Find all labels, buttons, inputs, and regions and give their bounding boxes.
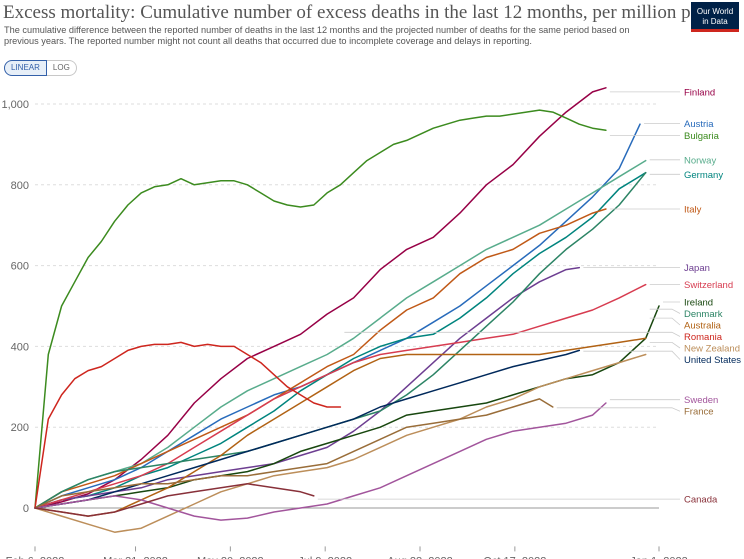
legend-connector (556, 407, 681, 412)
x-tick-label: Jan 1, 2023 (630, 555, 688, 559)
series-line-norway (34, 159, 647, 509)
chart-subtitle: The cumulative difference between the re… (4, 25, 630, 46)
series-line-austria (34, 123, 641, 509)
series-line-canada (34, 483, 315, 517)
legend-label-new-zealand: New Zealand (684, 344, 740, 355)
y-tick-label: 600 (11, 261, 29, 273)
legend-connector (344, 331, 681, 337)
y-tick-label: 0 (23, 503, 29, 515)
series-line-australia (34, 337, 647, 517)
legend-connector (649, 317, 681, 326)
series-line-japan (34, 266, 581, 509)
legend-label-bulgaria: Bulgaria (684, 131, 720, 142)
linear-scale-button[interactable]: LINEAR (4, 60, 47, 76)
legend-label-denmark: Denmark (684, 309, 723, 320)
x-tick-label: Aug 28, 2022 (387, 555, 452, 559)
legend-label-ireland: Ireland (684, 298, 713, 309)
y-tick-label: 1,000 (1, 99, 29, 111)
legend-label-romania: Romania (684, 332, 723, 343)
series-line-united-states (34, 349, 581, 509)
y-tick-label: 200 (11, 422, 29, 434)
scale-toggle: LINEAR LOG (4, 60, 77, 76)
log-scale-button[interactable]: LOG (46, 60, 77, 76)
series-line-romania (34, 341, 342, 509)
logo-line-1: Our World (696, 7, 734, 16)
legend-connector (583, 350, 681, 360)
series-line-sweden (34, 402, 607, 521)
legend-label-australia: Australia (684, 321, 722, 332)
legend-label-finland: Finland (684, 87, 715, 98)
legend-label-germany: Germany (684, 170, 723, 181)
x-tick-label: May 20, 2022 (197, 555, 264, 559)
owid-logo[interactable]: Our World in Data (691, 2, 739, 32)
series-line-new-zealand (34, 353, 647, 533)
legend-label-switzerland: Switzerland (684, 280, 733, 291)
x-tick-label: Mar 31, 2022 (103, 555, 168, 559)
legend-label-norway: Norway (684, 155, 716, 166)
legend-label-sweden: Sweden (684, 395, 718, 406)
y-tick-label: 800 (11, 180, 29, 192)
series-line-italy (34, 208, 607, 509)
x-tick-label: Jul 9, 2022 (298, 555, 352, 559)
legend-label-canada: Canada (684, 495, 718, 506)
chart-title: Excess mortality: Cumulative number of e… (3, 2, 732, 23)
y-tick-label: 400 (11, 341, 29, 353)
x-tick-label: Oct 17, 2022 (483, 555, 546, 559)
series-line-france (34, 398, 554, 509)
series-line-switzerland (34, 283, 647, 509)
series-line-ireland (34, 305, 660, 509)
x-tick-label: Feb 6, 2022 (6, 555, 65, 559)
logo-line-2: in Data (702, 17, 728, 26)
legend-label-france: France (684, 407, 714, 418)
legend-label-united-states: United States (684, 355, 741, 366)
legend-connector (649, 308, 681, 314)
legend-connector (649, 341, 681, 349)
legend-label-italy: Italy (684, 205, 702, 216)
legend-label-japan: Japan (684, 263, 710, 274)
series-line-bulgaria (34, 109, 607, 509)
legend-label-austria: Austria (684, 119, 714, 130)
